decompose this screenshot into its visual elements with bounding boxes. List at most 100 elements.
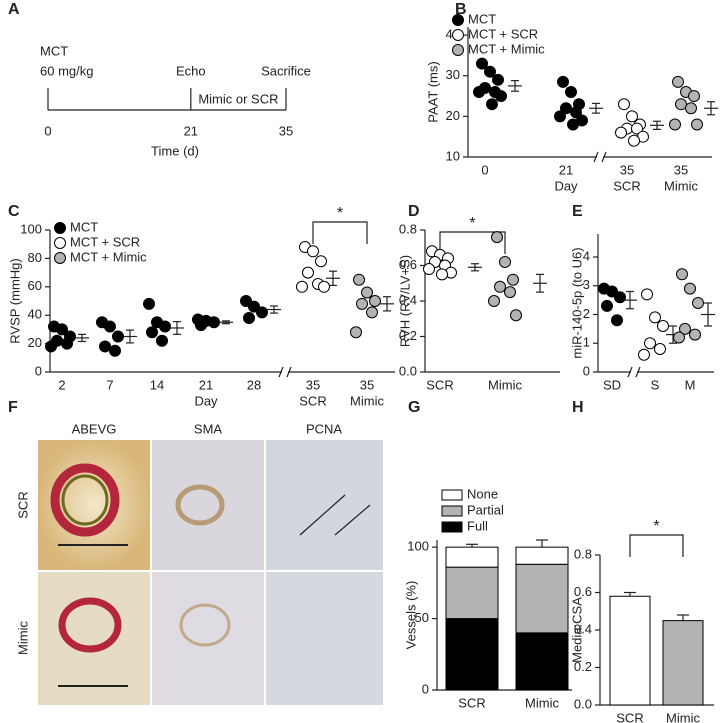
- point: [302, 266, 314, 279]
- point: [649, 311, 661, 324]
- point: [350, 326, 362, 339]
- point: [473, 86, 485, 98]
- timeline-event-label: Sacrifice: [261, 63, 311, 78]
- y-tick-label: 100: [407, 539, 429, 554]
- image: [152, 572, 264, 705]
- y-tick-label: 4: [583, 248, 590, 263]
- point: [423, 263, 435, 276]
- point: [492, 73, 504, 86]
- point: [692, 297, 704, 309]
- point: [45, 340, 57, 353]
- point: [615, 126, 627, 139]
- y-tick-label: 0.0: [574, 696, 592, 711]
- x-tick-label: 21: [199, 377, 213, 392]
- legend-swatch: [452, 29, 464, 41]
- x-sublabel: SCR: [299, 393, 326, 408]
- timeline-agent: MCT: [40, 43, 68, 58]
- timeline-tick: 21: [184, 123, 198, 138]
- y-tick-label: 0: [35, 363, 42, 378]
- point: [560, 102, 572, 115]
- significance-bracket: [629, 534, 684, 557]
- bar-segment: [445, 546, 499, 568]
- y-tick-label: 0.6: [574, 584, 592, 599]
- legend-label: MCT: [70, 219, 98, 234]
- y-axis-label: RVH (RV/LV+S): [397, 255, 412, 347]
- panel-label: D: [408, 203, 420, 220]
- legend-label: MCT: [468, 11, 496, 26]
- point: [159, 320, 171, 333]
- x-tick-label: 28: [247, 377, 261, 392]
- stain-label: PCNA: [306, 421, 342, 436]
- point: [669, 118, 681, 131]
- point: [673, 331, 685, 344]
- point: [143, 297, 155, 310]
- y-tick-label: 0.6: [399, 257, 417, 272]
- point: [208, 316, 220, 329]
- x-tick-label: SCR: [458, 695, 485, 710]
- image: [152, 440, 264, 570]
- point: [146, 326, 158, 339]
- y-tick-label: 80: [28, 250, 42, 265]
- point: [56, 323, 68, 336]
- point: [644, 337, 656, 350]
- x-tick-label: 2: [58, 377, 65, 392]
- panel-label: A: [8, 1, 20, 18]
- point: [296, 280, 308, 293]
- point: [504, 286, 516, 299]
- y-tick-label: 0.8: [574, 546, 592, 561]
- point: [256, 306, 268, 319]
- point: [554, 110, 566, 123]
- bar-segment: [445, 618, 499, 691]
- point: [109, 344, 121, 357]
- point: [675, 98, 687, 111]
- panel-label: E: [572, 203, 583, 220]
- y-tick-label: 20: [28, 335, 42, 350]
- x-tick-label: SCR: [426, 377, 453, 392]
- x-tick-label: Mimic: [666, 710, 700, 723]
- significance-bracket: [439, 231, 506, 254]
- axis-break: [597, 153, 603, 161]
- bar-segment: [445, 566, 499, 620]
- x-tick-label: 35: [620, 162, 634, 177]
- point: [315, 255, 327, 268]
- legend-label: MCT + Mimic: [70, 249, 147, 264]
- legend-swatch: [452, 14, 464, 26]
- arrow: [334, 504, 371, 536]
- y-tick-label: 0: [583, 363, 590, 378]
- point: [436, 268, 448, 281]
- y-tick-label: 30: [446, 67, 460, 82]
- point: [684, 282, 696, 295]
- axis-break: [593, 151, 599, 163]
- x-tick-label: Mimic: [525, 695, 559, 710]
- image: [266, 572, 383, 705]
- point: [112, 330, 124, 343]
- legend-label: MCT + Mimic: [468, 41, 545, 56]
- timeline-dose: 60 mg/kg: [40, 63, 93, 78]
- y-tick-label: 0.2: [574, 659, 592, 674]
- y-tick-label: 3: [583, 277, 590, 292]
- point: [685, 102, 697, 115]
- x-axis-label: Day: [194, 393, 218, 408]
- point: [565, 86, 577, 98]
- y-tick-label: 10: [446, 148, 460, 163]
- point: [567, 118, 579, 131]
- x-sublabel: Mimic: [350, 393, 384, 408]
- point: [654, 343, 666, 355]
- legend-swatch: [54, 252, 66, 264]
- x-tick-label: S: [651, 377, 660, 392]
- x-sublabel: SCR: [613, 178, 640, 193]
- x-tick-label: 21: [559, 162, 573, 177]
- point: [499, 255, 511, 268]
- y-tick-label: 0.8: [399, 221, 417, 236]
- point: [366, 306, 378, 319]
- timeline-treatment: Mimic or SCR: [198, 91, 278, 106]
- y-axis-label: PAAT (ms): [425, 61, 440, 122]
- point: [484, 65, 496, 78]
- point: [688, 90, 700, 103]
- point: [570, 106, 582, 119]
- timeline-tick: 0: [44, 123, 51, 138]
- panel-label: G: [408, 399, 420, 416]
- x-tick-label: 35: [674, 162, 688, 177]
- y-tick-label: 1: [583, 335, 590, 350]
